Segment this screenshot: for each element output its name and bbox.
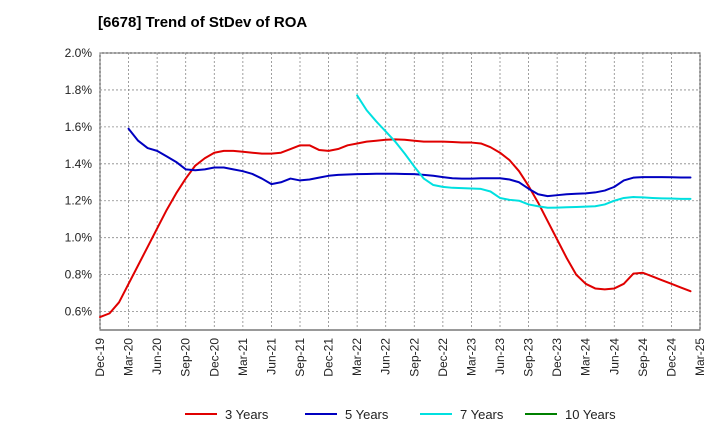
legend-label: 3 Years — [225, 407, 269, 422]
x-tick-label: Dec-19 — [93, 338, 107, 377]
x-tick-label: Mar-25 — [693, 338, 707, 376]
x-tick-label: Dec-23 — [550, 338, 564, 377]
x-tick-label: Dec-21 — [322, 338, 336, 377]
x-tick-label: Dec-24 — [664, 338, 678, 377]
y-tick-label: 1.4% — [65, 157, 93, 171]
x-tick-label: Sep-24 — [636, 338, 650, 377]
series-line-5-years — [127, 127, 692, 198]
x-tick-label: Jun-23 — [493, 338, 507, 375]
x-tick-label: Jun-24 — [607, 338, 621, 375]
legend-label: 10 Years — [565, 407, 616, 422]
legend: 3 Years 5 Years 7 Years 10 Years — [185, 407, 616, 422]
legend-label: 7 Years — [460, 407, 504, 422]
x-tick-label: Sep-23 — [522, 338, 536, 377]
x-tick-label: Sep-22 — [407, 338, 421, 377]
x-tick-label: Sep-21 — [293, 338, 307, 377]
x-tick-label: Dec-22 — [436, 338, 450, 377]
axes: 0.6% 0.8% 1.0% 1.2% 1.4% 1.6% 1.8% 2.0% Dec-19 Ma… — [65, 46, 707, 377]
x-tick-label: Jun-21 — [264, 338, 278, 375]
x-tick-label: Sep-20 — [179, 338, 193, 377]
x-tick-label: Mar-20 — [122, 338, 136, 376]
y-tick-label: 2.0% — [65, 46, 93, 60]
y-tick-label: 1.2% — [65, 194, 93, 208]
x-tick-label: Dec-20 — [207, 338, 221, 377]
y-tick-label: 0.6% — [65, 305, 93, 319]
series — [99, 94, 692, 319]
series-line-7-years — [356, 94, 692, 209]
x-tick-label: Jun-22 — [379, 338, 393, 375]
x-tick-label: Mar-24 — [579, 338, 593, 376]
y-tick-label: 0.8% — [65, 268, 93, 282]
grid — [99, 52, 701, 330]
chart-title: [6678] Trend of StDev of ROA — [98, 14, 308, 31]
y-tick-label: 1.8% — [65, 83, 93, 97]
x-tick-label: Mar-23 — [464, 338, 478, 376]
y-tick-label: 1.0% — [65, 231, 93, 245]
x-tick-label: Jun-20 — [150, 338, 164, 375]
x-tick-label: Mar-21 — [236, 338, 250, 376]
legend-label: 5 Years — [345, 407, 389, 422]
x-tick-label: Mar-22 — [350, 338, 364, 376]
y-tick-label: 1.6% — [65, 120, 93, 134]
series-line-3-years — [99, 138, 692, 319]
